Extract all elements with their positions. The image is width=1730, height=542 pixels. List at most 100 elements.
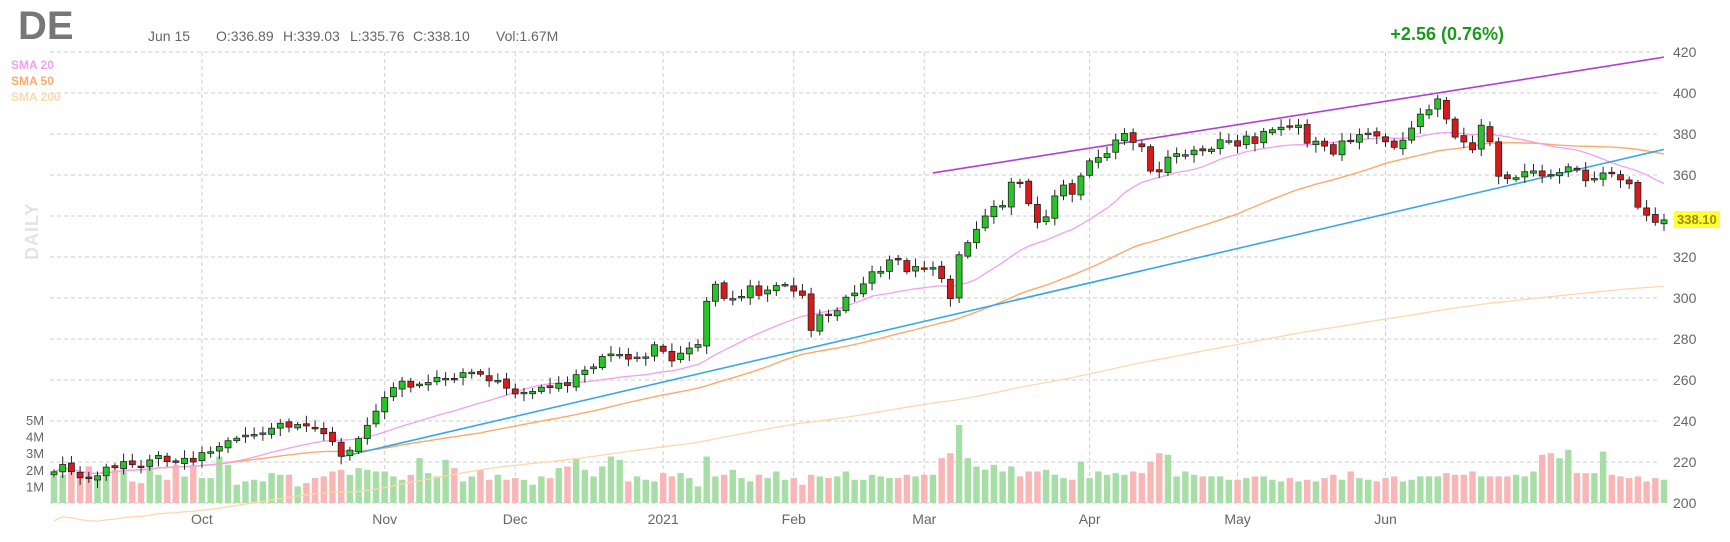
candle-up [572,369,580,392]
volume-bar [1660,479,1668,503]
candle-up [1434,94,1442,118]
candle-body [1260,130,1268,144]
chart-grid [50,51,1658,504]
candle-up [372,404,380,428]
volume-bar [172,464,180,503]
x-tick-label: Dec [503,511,528,527]
candle-up [215,442,223,460]
candle-up [1564,163,1572,178]
candle-body [1129,132,1137,143]
volume-bar [425,473,432,503]
volume-bar [1399,481,1407,503]
candle-up [633,351,641,362]
candle-up [294,422,302,431]
candle-body [1286,125,1294,128]
volume-bar [1330,474,1337,503]
volume-bar [442,459,449,503]
volume-tick-label: 1M [26,479,44,494]
volume-bar [703,456,710,503]
sma-50-label[interactable]: SMA 50 [11,74,54,88]
candle-up [355,436,362,455]
volume-bar [1382,478,1389,503]
candle-up [1599,166,1607,187]
candle-down [485,367,493,387]
volume-bar [242,481,249,503]
volume-bar [355,468,362,503]
candle-up [242,427,249,443]
candle-up [1208,146,1215,154]
candle-up [598,353,606,371]
candle-body [468,371,476,375]
candle-body [764,289,772,295]
candle-up [581,365,589,383]
volume-bar [1260,476,1267,503]
sma-200-label[interactable]: SMA 200 [11,90,61,104]
candle-body [920,267,928,270]
candle-body [894,258,902,261]
candle-up [1590,171,1598,183]
volume-bar [947,453,954,503]
candle-up [1416,107,1424,134]
candle-up [1121,128,1128,145]
candle-up [912,258,919,278]
candle-down [163,452,171,467]
candle-body [668,350,676,362]
volume-bar [1443,473,1450,503]
candle-down [189,451,197,466]
volume-bar [1408,479,1415,503]
volume-bar [938,458,945,503]
candle-up [363,417,371,445]
volume-bar [1364,479,1372,503]
volume-bar [1530,471,1537,503]
candle-down [1138,140,1146,152]
candle-down [337,437,345,465]
volume-value: Vol:1.67M [496,28,559,44]
volume-bar [799,484,806,503]
candle-body [1356,134,1363,143]
candle-body [111,465,119,469]
candle-down [546,377,554,394]
y-tick-label: 300 [1673,290,1697,306]
candle-up [677,346,684,363]
candle-down [624,348,632,367]
candle-body [285,421,293,428]
candle-body [337,441,345,457]
candle-up [990,200,998,224]
candle-body [1025,180,1033,205]
volume-bar [903,474,911,503]
volume-bar [398,479,406,503]
candle-body [685,347,693,355]
volume-bar [1582,473,1589,503]
candle-body [207,451,215,454]
candle-down [128,453,136,469]
x-tick-label: Jun [1374,511,1397,527]
candle-up [981,208,989,232]
candle-down [938,260,946,283]
candle-up [1521,163,1529,184]
candle-body [50,471,58,476]
candle-body [607,353,615,357]
volume-bar [1182,471,1189,503]
candle-body [146,459,154,467]
candle-up [1173,147,1181,164]
candle-body [1416,113,1424,128]
candle-body [1373,131,1381,137]
volume-bar [807,474,815,503]
volume-bar [1129,471,1137,503]
candle-body [555,382,563,389]
volume-bar [712,476,719,503]
candle-down [1617,170,1624,188]
volume-bar [285,474,293,503]
volume-bar [1243,478,1250,503]
volume-bar [329,471,336,503]
low-price: L:335.76 [350,28,405,44]
candle-body [1399,139,1407,150]
candle-up [346,446,354,461]
candle-body [381,397,389,413]
candle-body [651,344,658,357]
candle-down [1382,133,1389,148]
sma-20-label[interactable]: SMA 20 [11,58,54,72]
candle-body [302,423,310,427]
candle-up [1216,131,1224,155]
